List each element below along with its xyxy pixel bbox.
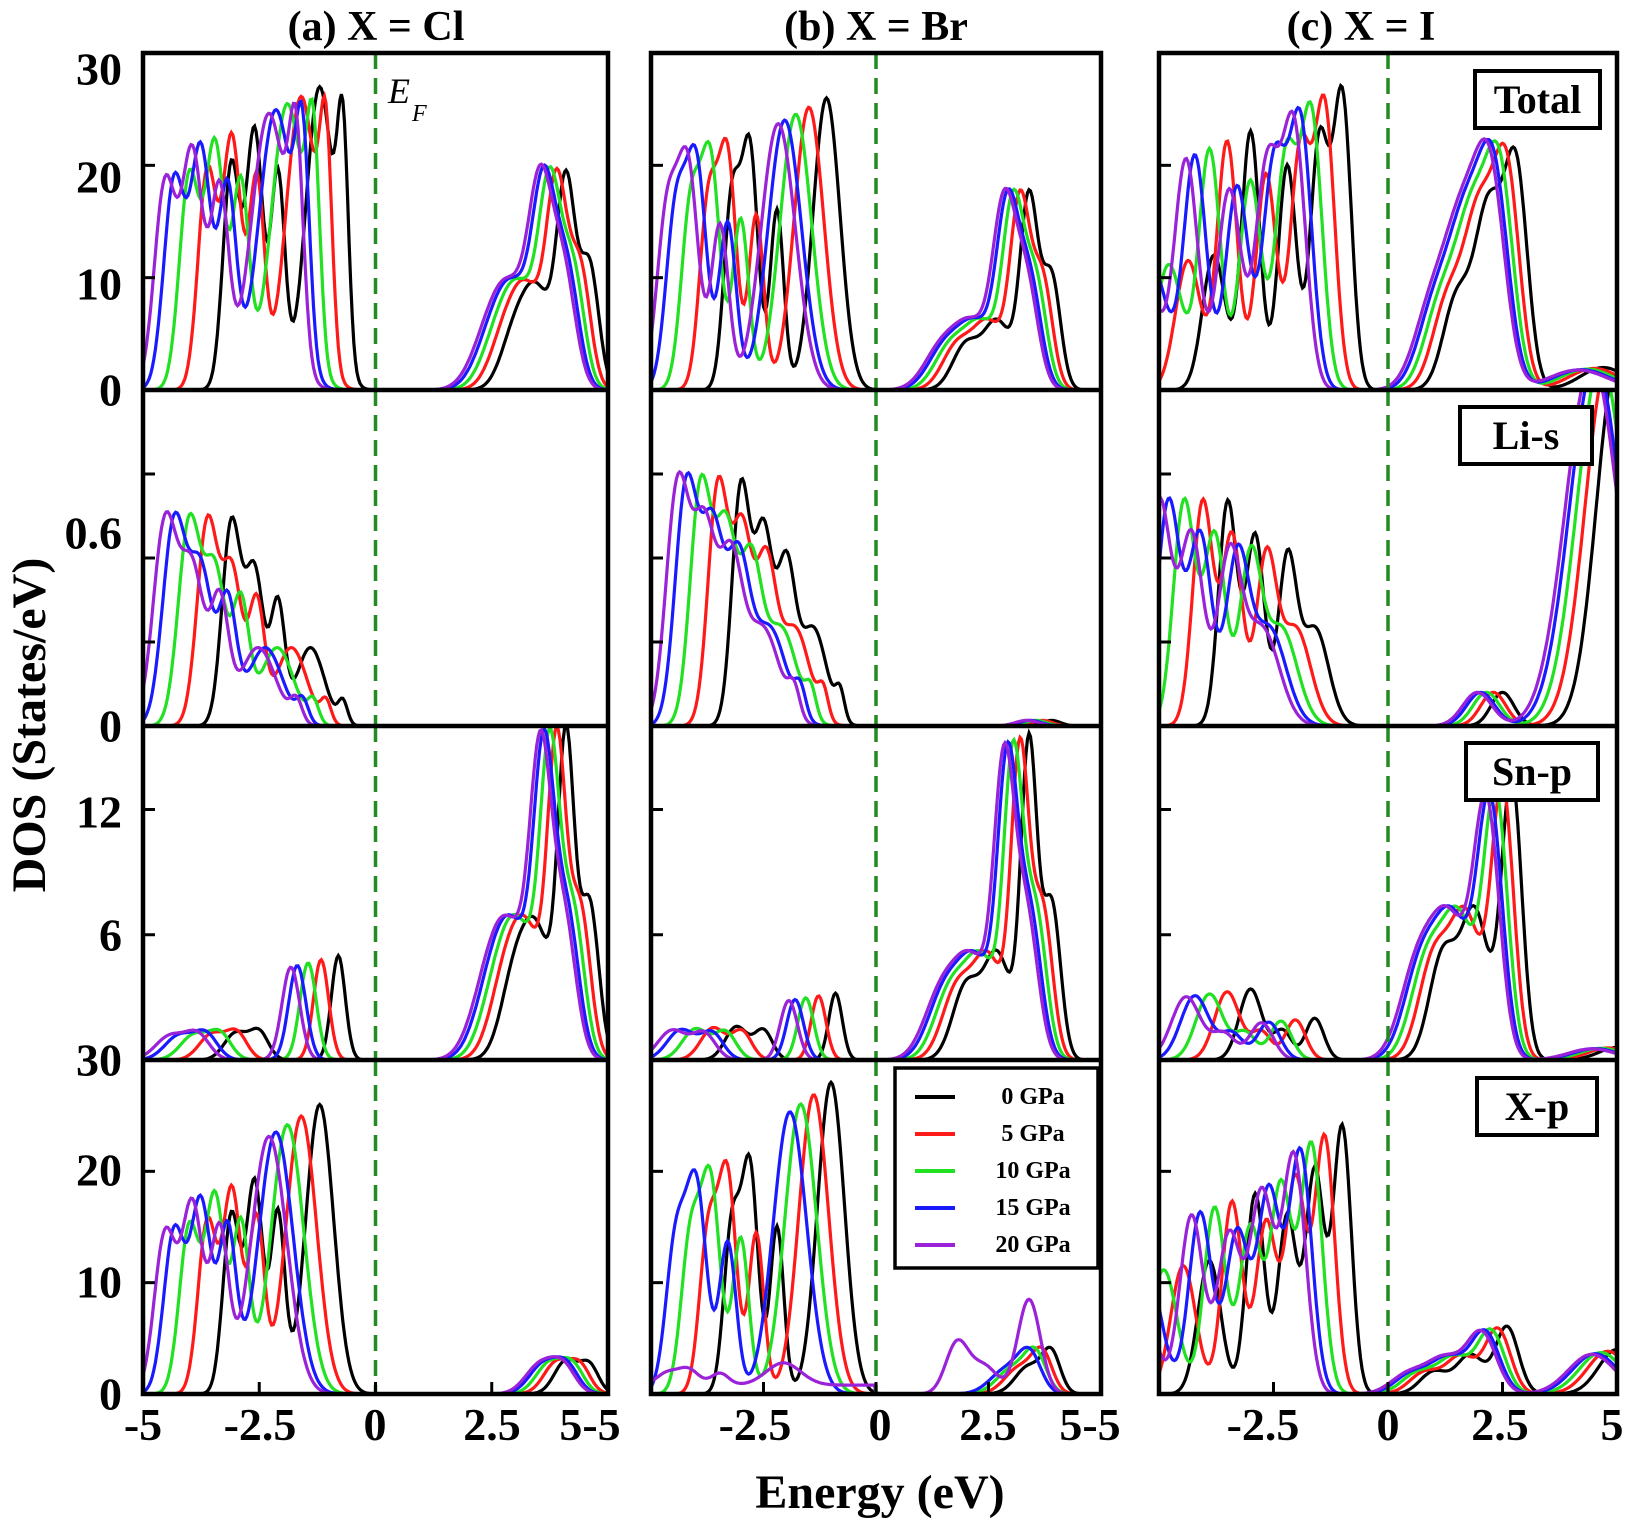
dos-curve-5-gpa-r3-c1	[651, 1093, 1101, 1394]
row-tag-lis: Li-s	[1493, 413, 1560, 458]
column-title: (c) X = I	[1287, 4, 1436, 50]
x-tick-label: 2.5	[463, 1399, 521, 1450]
dos-curve-15-gpa-r2-c0	[143, 726, 608, 1060]
x-tick-label: 2.5	[959, 1399, 1017, 1450]
dos-curve-15-gpa-r3-c0	[143, 1130, 608, 1394]
row-tag-snp: Sn-p	[1492, 749, 1572, 794]
x-tick-label: 0	[869, 1399, 892, 1450]
row-tag-total: Total	[1494, 77, 1581, 122]
dos-curve-0-gpa-r2-c1	[651, 728, 1101, 1060]
dos-curve-10-gpa-r2-c0	[143, 726, 608, 1060]
y-tick-label: 6	[99, 910, 122, 961]
y-tick-label: 20	[76, 152, 122, 203]
dos-curve-15-gpa-r0-c0	[143, 98, 608, 390]
dos-curve-5-gpa-r1-c0	[143, 512, 608, 726]
y-tick-label: 30	[76, 1035, 122, 1086]
legend-label: 5 GPa	[1001, 1121, 1064, 1147]
dos-curve-5-gpa-r1-c2	[1159, 390, 1617, 726]
dos-curve-10-gpa-r1-c0	[143, 511, 608, 726]
ticks-layer	[141, 51, 1619, 1396]
row-tag-box	[1458, 405, 1594, 466]
dos-curve-5-gpa-r2-c2	[1159, 779, 1617, 1060]
dos-curve-20-gpa-r2-c0	[143, 727, 608, 1060]
dos-curve-10-gpa-r2-c1	[651, 736, 1101, 1060]
column-title: (b) X = Br	[784, 4, 968, 50]
row-tag-box	[1473, 69, 1602, 130]
legend-label: 0 GPa	[1001, 1084, 1064, 1110]
legend-box	[893, 1066, 1100, 1270]
x-tick-label: 0	[364, 1399, 387, 1450]
y-tick-label: 0	[99, 701, 122, 752]
y-tick-label: 30	[76, 44, 122, 95]
dos-curve-5-gpa-r2-c1	[651, 734, 1101, 1060]
fermi-level-label: E	[387, 71, 410, 111]
x-tick-label: 5	[1601, 1399, 1624, 1450]
dos-curve-20-gpa-r1-c2	[1159, 390, 1617, 726]
dos-curve-20-gpa-r3-c0	[143, 1134, 608, 1394]
curves-layer	[143, 53, 1617, 1394]
dos-curve-20-gpa-r0-c0	[143, 101, 608, 390]
frames-layer	[140, 50, 1620, 1397]
x-tick-label: 2.5	[1471, 1399, 1529, 1450]
dos-curve-10-gpa-r1-c2	[1159, 390, 1617, 726]
dos-curve-15-gpa-r0-c1	[651, 118, 1101, 390]
legend-label: 20 GPa	[995, 1232, 1070, 1258]
y-tick-label: 20	[76, 1145, 122, 1196]
dos-curve-20-gpa-r1-c0	[143, 510, 608, 726]
legend-label: 15 GPa	[995, 1195, 1070, 1221]
x-axis-title: Energy (eV)	[755, 1466, 1004, 1519]
row-tag-box	[1475, 1076, 1599, 1137]
y-tick-label: 10	[76, 1257, 122, 1308]
dos-curve-20-gpa-r2-c1	[651, 739, 1101, 1060]
dos-curve-20-gpa-r0-c1	[651, 121, 1101, 390]
dos-curve-10-gpa-r0-c0	[143, 97, 608, 390]
legend-label: 10 GPa	[995, 1158, 1070, 1184]
y-tick-label: 12	[76, 787, 122, 838]
dos-curve-10-gpa-r3-c1	[651, 1102, 1101, 1394]
y-tick-label: 10	[76, 259, 122, 310]
dos-curve-20-gpa-r1-c1	[651, 469, 1101, 726]
y-tick-label: 0	[99, 1369, 122, 1420]
dos-curve-5-gpa-r0-c0	[143, 90, 608, 390]
dos-curve-10-gpa-r0-c1	[651, 112, 1101, 390]
x-tick-label: 5-5	[1059, 1399, 1120, 1450]
dos-curve-15-gpa-r2-c1	[651, 739, 1101, 1060]
x-tick-label: -2.5	[224, 1399, 297, 1450]
dos-curve-10-gpa-r3-c0	[143, 1122, 608, 1394]
x-tick-label: -2.5	[1227, 1399, 1300, 1450]
x-tick-label: -5	[124, 1399, 162, 1450]
row-tag-xp: X-p	[1505, 1084, 1569, 1129]
x-tick-label: 0	[1377, 1399, 1400, 1450]
dos-curve-5-gpa-r0-c1	[651, 105, 1101, 390]
dos-curve-15-gpa-r1-c0	[143, 510, 608, 726]
y-tick-label: 0	[99, 365, 122, 416]
dos-curve-15-gpa-r0-c2	[1159, 105, 1617, 390]
y-axis-title: DOS (States/eV)	[3, 558, 56, 893]
dos-curve-20-gpa-r3-c1	[651, 1297, 1101, 1394]
dos-curve-15-gpa-r3-c1	[651, 1110, 1101, 1394]
column-title: (a) X = Cl	[288, 4, 465, 50]
fermi-level-subscript: F	[411, 101, 427, 127]
y-tick-label: 0.6	[65, 508, 123, 559]
dos-curve-0-gpa-r1-c0	[143, 515, 608, 726]
legend: 0 GPa 5 GPa 10 GPa 15 GPa 20 GPa	[893, 1066, 1100, 1270]
row-tag-box	[1464, 741, 1600, 802]
x-tick-label: 5-5	[559, 1399, 620, 1450]
x-tick-label: -2.5	[719, 1399, 792, 1450]
